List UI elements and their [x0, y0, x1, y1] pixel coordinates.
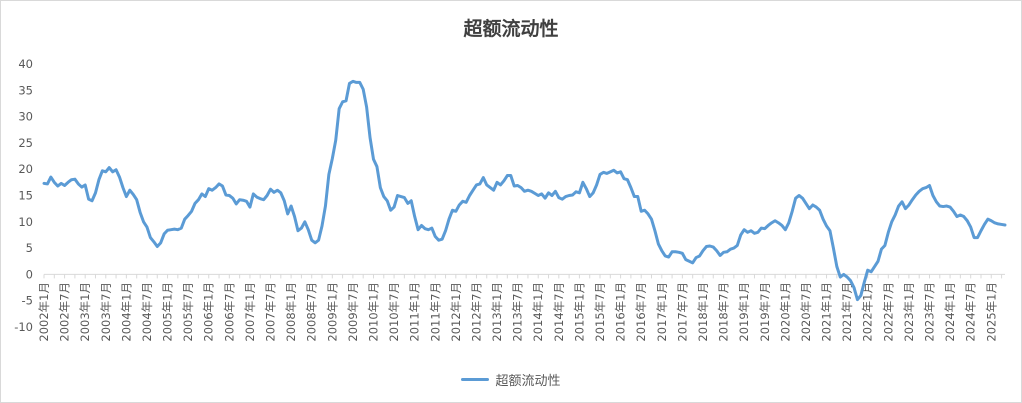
x-tick-label: 2006年1月 [202, 282, 216, 342]
y-tick-label: 30 [18, 110, 33, 124]
x-tick-label: 2019年7月 [758, 282, 772, 342]
x-tick-label: 2018年7月 [717, 282, 731, 342]
x-tick-label: 2003年7月 [99, 282, 113, 342]
x-tick-label: 2004年1月 [119, 282, 133, 342]
y-tick-label: 5 [26, 241, 33, 255]
legend-swatch [461, 378, 490, 381]
y-tick-label: 35 [18, 83, 33, 97]
x-tick-label: 2025年1月 [984, 282, 998, 342]
chart-title: 超额流动性 [463, 18, 559, 40]
x-tick-label: 2010年1月 [366, 282, 380, 342]
x-tick-label: 2013年1月 [490, 282, 504, 342]
x-tick-label: 2012年1月 [449, 282, 463, 342]
x-tick-label: 2022年7月 [881, 282, 895, 342]
x-tick-label: 2017年1月 [655, 282, 669, 342]
x-tick-label: 2016年1月 [614, 282, 628, 342]
x-tick-label: 2018年1月 [696, 282, 710, 342]
x-tick-label: 2010年7月 [387, 282, 401, 342]
x-tick-label: 2019年1月 [737, 282, 751, 342]
legend-label: 超额流动性 [495, 374, 561, 389]
y-tick-label: 15 [18, 189, 33, 203]
x-tick-label: 2012年7月 [469, 282, 483, 342]
x-tick-label: 2021年7月 [840, 282, 854, 342]
legend: 超额流动性 [0, 370, 1022, 389]
x-tick-label: 2016年7月 [634, 282, 648, 342]
x-tick-label: 2014年7月 [552, 282, 566, 342]
y-tick-label: 40 [18, 57, 33, 71]
y-tick-label: -10 [14, 320, 33, 334]
x-tick-label: 2006年7月 [222, 282, 236, 342]
x-tick-label: 2021年1月 [820, 282, 834, 342]
x-tick-label: 2017年7月 [675, 282, 689, 342]
x-tick-label: 2002年7月 [58, 282, 72, 342]
x-tick-label: 2022年1月 [861, 282, 875, 342]
x-tick-label: 2005年7月 [181, 282, 195, 342]
x-tick-label: 2015年1月 [572, 282, 586, 342]
x-tick-label: 2020年1月 [778, 282, 792, 342]
x-tick-label: 2008年1月 [284, 282, 298, 342]
x-tick-label: 2011年7月 [428, 282, 442, 342]
x-tick-label: 2008年7月 [305, 282, 319, 342]
y-tick-label: -5 [22, 294, 33, 308]
x-tick-label: 2023年1月 [902, 282, 916, 342]
y-tick-label: 25 [18, 136, 33, 150]
y-tick-label: 20 [18, 162, 33, 176]
x-tick-label: 2003年1月 [78, 282, 92, 342]
x-tick-label: 2013年7月 [511, 282, 525, 342]
x-tick-label: 2007年7月 [264, 282, 278, 342]
x-tick-label: 2024年7月 [964, 282, 978, 342]
x-tick-label: 2005年1月 [161, 282, 175, 342]
x-tick-label: 2023年7月 [922, 282, 936, 342]
x-tick-label: 2011年1月 [408, 282, 422, 342]
x-tick-label: 2014年1月 [531, 282, 545, 342]
x-tick-label: 2020年7月 [799, 282, 813, 342]
y-tick-label: 0 [26, 267, 33, 281]
x-tick-label: 2007年1月 [243, 282, 257, 342]
x-tick-label: 2009年7月 [346, 282, 360, 342]
x-tick-label: 2024年1月 [943, 282, 957, 342]
series-line-excess-liquidity [42, 79, 1007, 302]
x-tick-label: 2004年7月 [140, 282, 154, 342]
y-tick-label: 10 [18, 215, 33, 229]
x-tick-label: 2009年1月 [325, 282, 339, 342]
x-tick-label: 2002年1月 [37, 282, 51, 342]
x-tick-label: 2015年7月 [593, 282, 607, 342]
